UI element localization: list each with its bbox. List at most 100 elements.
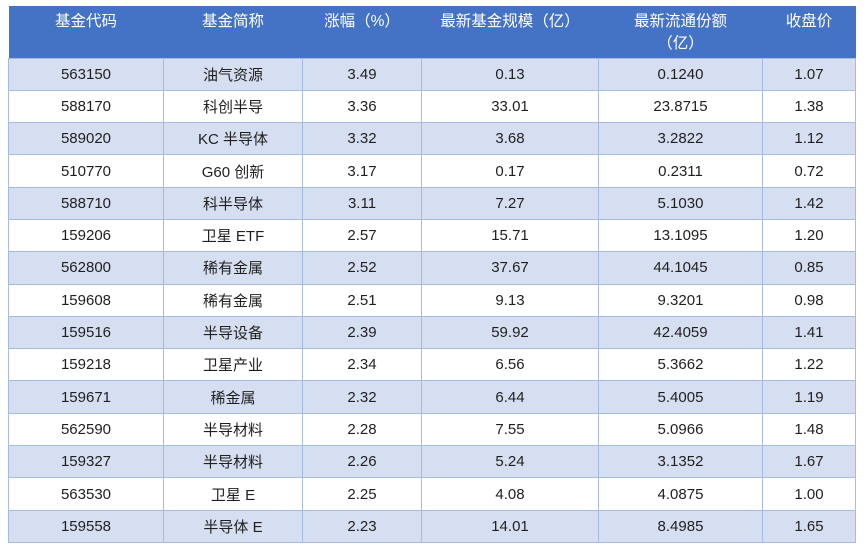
cell-fund-code: 159206 bbox=[8, 218, 164, 253]
table-row: 159516 半导设备 2.39 59.92 42.4059 1.41 bbox=[8, 315, 856, 350]
cell-change-pct: 3.17 bbox=[302, 154, 422, 188]
cell-fund-name: 科创半导 bbox=[163, 89, 303, 124]
column-header-close-price: 收盘价 bbox=[762, 6, 856, 58]
cell-fund-scale: 37.67 bbox=[421, 251, 599, 285]
cell-fund-code: 159608 bbox=[8, 283, 164, 317]
cell-change-pct: 2.39 bbox=[302, 315, 422, 350]
table-row: 159218 卫星产业 2.34 6.56 5.3662 1.22 bbox=[8, 348, 856, 382]
cell-close-price: 1.42 bbox=[762, 186, 856, 220]
cell-fund-scale: 59.92 bbox=[421, 315, 599, 350]
cell-change-pct: 3.32 bbox=[302, 122, 422, 156]
cell-close-price: 1.00 bbox=[762, 477, 856, 511]
cell-fund-name: 半导材料 bbox=[163, 445, 303, 479]
column-header-change-pct: 涨幅（%） bbox=[302, 6, 422, 58]
cell-float-shares: 9.3201 bbox=[598, 283, 763, 317]
cell-float-shares: 13.1095 bbox=[598, 218, 763, 253]
cell-close-price: 1.38 bbox=[762, 89, 856, 124]
cell-close-price: 0.98 bbox=[762, 283, 856, 317]
cell-fund-code: 510770 bbox=[8, 154, 164, 188]
table-row: 159671 稀金属 2.32 6.44 5.4005 1.19 bbox=[8, 380, 856, 414]
cell-change-pct: 2.51 bbox=[302, 283, 422, 317]
cell-close-price: 1.07 bbox=[762, 57, 856, 91]
cell-float-shares: 5.1030 bbox=[598, 186, 763, 220]
cell-fund-scale: 15.71 bbox=[421, 218, 599, 253]
cell-fund-scale: 14.01 bbox=[421, 509, 599, 543]
cell-close-price: 1.48 bbox=[762, 412, 856, 447]
cell-fund-scale: 33.01 bbox=[421, 89, 599, 124]
cell-change-pct: 3.36 bbox=[302, 89, 422, 124]
column-header-fund-scale: 最新基金规模（亿） bbox=[421, 6, 599, 58]
cell-close-price: 0.85 bbox=[762, 251, 856, 285]
cell-fund-code: 159327 bbox=[8, 445, 164, 479]
cell-fund-code: 563530 bbox=[8, 477, 164, 511]
cell-fund-name: 卫星 ETF bbox=[163, 218, 303, 253]
cell-fund-scale: 0.13 bbox=[421, 57, 599, 91]
table-row: 562800 稀有金属 2.52 37.67 44.1045 0.85 bbox=[8, 251, 856, 285]
cell-fund-scale: 3.68 bbox=[421, 122, 599, 156]
table-row: 563530 卫星 E 2.25 4.08 4.0875 1.00 bbox=[8, 477, 856, 511]
cell-change-pct: 2.28 bbox=[302, 412, 422, 447]
cell-fund-code: 588170 bbox=[8, 89, 164, 124]
cell-float-shares: 0.2311 bbox=[598, 154, 763, 188]
cell-fund-code: 159516 bbox=[8, 315, 164, 350]
cell-fund-code: 588710 bbox=[8, 186, 164, 220]
cell-close-price: 1.22 bbox=[762, 348, 856, 382]
table-row: 589020 KC 半导体 3.32 3.68 3.2822 1.12 bbox=[8, 122, 856, 156]
cell-float-shares: 5.4005 bbox=[598, 380, 763, 414]
cell-fund-code: 563150 bbox=[8, 57, 164, 91]
column-header-float-shares: 最新流通份额 （亿） bbox=[598, 6, 763, 58]
cell-fund-code: 159558 bbox=[8, 509, 164, 543]
table-row: 159206 卫星 ETF 2.57 15.71 13.1095 1.20 bbox=[8, 218, 856, 253]
cell-close-price: 1.12 bbox=[762, 122, 856, 156]
cell-fund-name: 科半导体 bbox=[163, 186, 303, 220]
cell-float-shares: 42.4059 bbox=[598, 315, 763, 350]
cell-float-shares: 0.1240 bbox=[598, 57, 763, 91]
cell-change-pct: 2.23 bbox=[302, 509, 422, 543]
cell-fund-scale: 9.13 bbox=[421, 283, 599, 317]
table-row: 510770 G60 创新 3.17 0.17 0.2311 0.72 bbox=[8, 154, 856, 188]
cell-fund-code: 159671 bbox=[8, 380, 164, 414]
cell-fund-name: KC 半导体 bbox=[163, 122, 303, 156]
cell-fund-name: 半导设备 bbox=[163, 315, 303, 350]
table-row: 159608 稀有金属 2.51 9.13 9.3201 0.98 bbox=[8, 283, 856, 317]
cell-float-shares: 5.3662 bbox=[598, 348, 763, 382]
cell-close-price: 1.67 bbox=[762, 445, 856, 479]
cell-float-shares: 4.0875 bbox=[598, 477, 763, 511]
cell-change-pct: 3.49 bbox=[302, 57, 422, 91]
table-row: 588710 科半导体 3.11 7.27 5.1030 1.42 bbox=[8, 186, 856, 220]
cell-fund-name: 半导材料 bbox=[163, 412, 303, 447]
table-row: 588170 科创半导 3.36 33.01 23.8715 1.38 bbox=[8, 89, 856, 124]
fund-table-body: 563150 油气资源 3.49 0.13 0.1240 1.07 588170 科创半导 3.… bbox=[8, 57, 856, 543]
cell-change-pct: 3.11 bbox=[302, 186, 422, 220]
cell-change-pct: 2.25 bbox=[302, 477, 422, 511]
fund-table: 基金代码 基金简称 涨幅（%） 最新基金规模（亿） 最新流通份额 （亿） 收盘价 5631… bbox=[8, 6, 856, 543]
cell-close-price: 1.20 bbox=[762, 218, 856, 253]
cell-fund-name: 半导体 E bbox=[163, 509, 303, 543]
cell-fund-name: 卫星产业 bbox=[163, 348, 303, 382]
column-header-fund-code: 基金代码 bbox=[8, 6, 164, 58]
cell-fund-name: 稀有金属 bbox=[163, 251, 303, 285]
cell-fund-name: 卫星 E bbox=[163, 477, 303, 511]
cell-float-shares: 5.0966 bbox=[598, 412, 763, 447]
cell-close-price: 1.65 bbox=[762, 509, 856, 543]
cell-change-pct: 2.32 bbox=[302, 380, 422, 414]
cell-close-price: 1.19 bbox=[762, 380, 856, 414]
cell-fund-name: 稀有金属 bbox=[163, 283, 303, 317]
cell-float-shares: 3.1352 bbox=[598, 445, 763, 479]
table-row: 159558 半导体 E 2.23 14.01 8.4985 1.65 bbox=[8, 509, 856, 543]
cell-close-price: 0.72 bbox=[762, 154, 856, 188]
cell-fund-scale: 7.55 bbox=[421, 412, 599, 447]
cell-fund-scale: 6.44 bbox=[421, 380, 599, 414]
cell-change-pct: 2.34 bbox=[302, 348, 422, 382]
cell-fund-code: 562800 bbox=[8, 251, 164, 285]
cell-fund-scale: 0.17 bbox=[421, 154, 599, 188]
table-row: 563150 油气资源 3.49 0.13 0.1240 1.07 bbox=[8, 57, 856, 91]
table-row: 562590 半导材料 2.28 7.55 5.0966 1.48 bbox=[8, 412, 856, 447]
cell-fund-name: G60 创新 bbox=[163, 154, 303, 188]
cell-fund-scale: 6.56 bbox=[421, 348, 599, 382]
cell-fund-name: 油气资源 bbox=[163, 57, 303, 91]
table-header-row: 基金代码 基金简称 涨幅（%） 最新基金规模（亿） 最新流通份额 （亿） 收盘价 bbox=[8, 6, 856, 58]
cell-change-pct: 2.57 bbox=[302, 218, 422, 253]
cell-close-price: 1.41 bbox=[762, 315, 856, 350]
